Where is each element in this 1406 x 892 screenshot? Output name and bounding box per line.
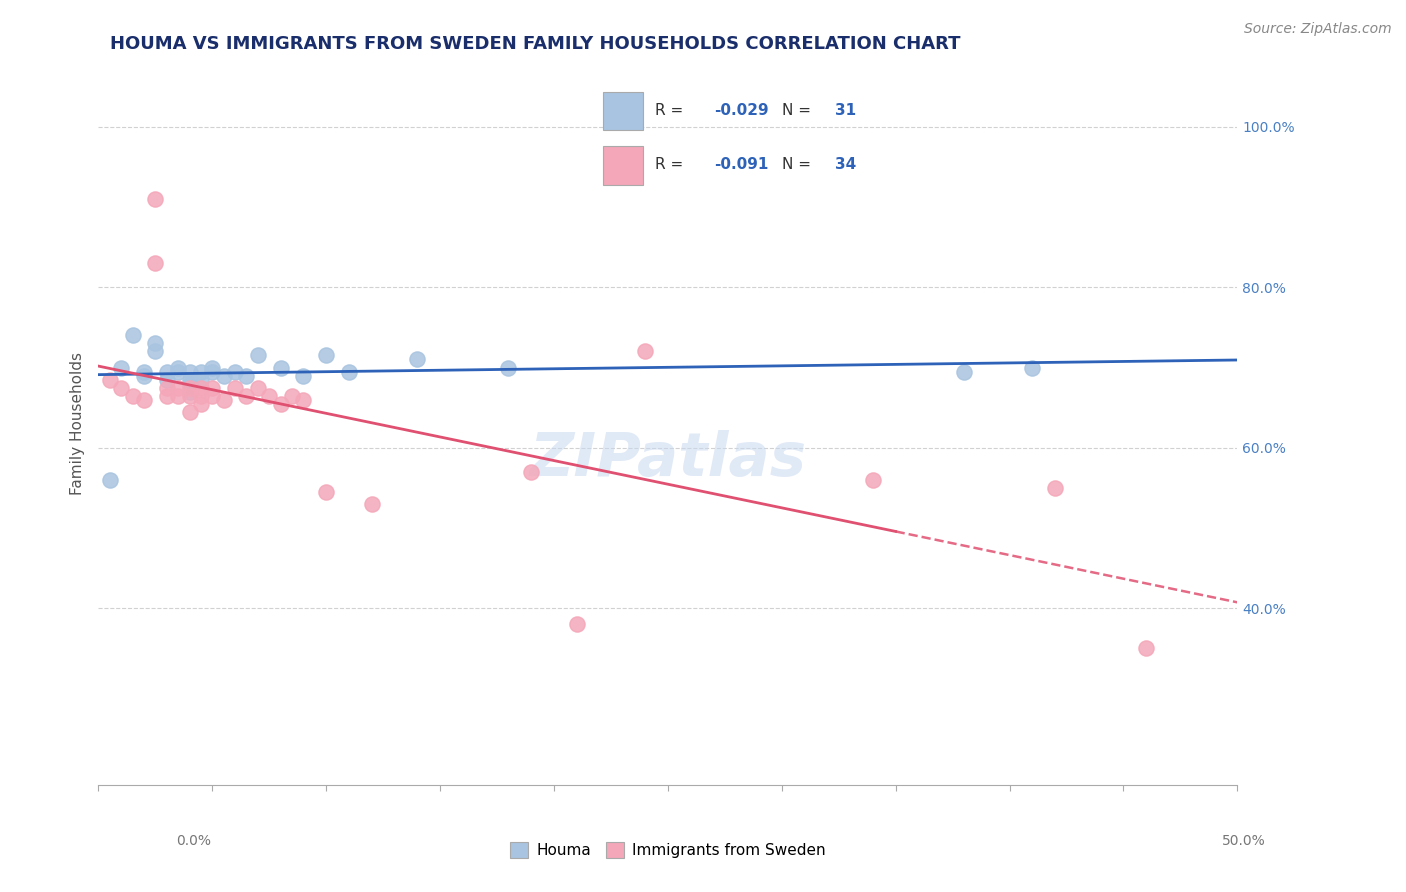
Text: -0.091: -0.091 [714, 157, 769, 172]
Text: N =: N = [782, 157, 811, 172]
Point [167, 380, 190, 394]
Point [190, 380, 212, 394]
Point [121, 389, 143, 403]
Point [132, 368, 155, 383]
Text: 34: 34 [835, 157, 856, 172]
Point [315, 348, 337, 362]
Text: 0.0%: 0.0% [176, 834, 211, 848]
Point [110, 380, 132, 394]
Text: HOUMA VS IMMIGRANTS FROM SWEDEN FAMILY HOUSEHOLDS CORRELATION CHART: HOUMA VS IMMIGRANTS FROM SWEDEN FAMILY H… [110, 35, 960, 53]
Point [179, 365, 201, 379]
Point [179, 376, 201, 391]
Point [190, 396, 212, 410]
Point [224, 365, 246, 379]
Text: ZIPatlas: ZIPatlas [529, 430, 807, 490]
Point [179, 380, 201, 394]
FancyBboxPatch shape [603, 92, 643, 130]
Point [212, 392, 235, 407]
Point [1043, 481, 1066, 495]
Point [190, 389, 212, 403]
Point [190, 365, 212, 379]
Point [953, 365, 976, 379]
Point [201, 380, 224, 394]
Point [98, 473, 121, 487]
Text: Source: ZipAtlas.com: Source: ZipAtlas.com [1244, 22, 1392, 37]
Point [292, 368, 315, 383]
Point [145, 256, 167, 270]
Point [98, 373, 121, 387]
Text: -0.029: -0.029 [714, 103, 769, 118]
Point [1135, 641, 1157, 656]
Point [281, 389, 304, 403]
Point [121, 328, 143, 343]
Point [270, 396, 292, 410]
Point [224, 380, 246, 394]
Point [1021, 360, 1043, 375]
Point [862, 473, 884, 487]
Point [145, 192, 167, 206]
Point [179, 389, 201, 403]
Text: 31: 31 [835, 103, 856, 118]
Point [145, 344, 167, 359]
Point [315, 485, 337, 500]
Point [270, 360, 292, 375]
Point [156, 373, 179, 387]
Text: R =: R = [655, 103, 683, 118]
Point [132, 365, 155, 379]
Point [201, 389, 224, 403]
Point [190, 373, 212, 387]
Point [360, 497, 382, 511]
Point [212, 368, 235, 383]
Point [156, 365, 179, 379]
Point [201, 365, 224, 379]
Text: R =: R = [655, 157, 683, 172]
Point [156, 380, 179, 394]
Point [201, 360, 224, 375]
Text: N =: N = [782, 103, 811, 118]
Point [156, 389, 179, 403]
Point [292, 392, 315, 407]
Point [110, 360, 132, 375]
Point [337, 365, 360, 379]
Point [179, 373, 201, 387]
FancyBboxPatch shape [603, 146, 643, 185]
Legend: Houma, Immigrants from Sweden: Houma, Immigrants from Sweden [503, 836, 832, 864]
Point [167, 365, 190, 379]
Point [259, 389, 281, 403]
Point [565, 617, 588, 632]
Point [246, 348, 269, 362]
Point [167, 389, 190, 403]
Point [179, 384, 201, 399]
Point [235, 368, 257, 383]
Point [406, 352, 429, 367]
Point [132, 392, 155, 407]
Point [520, 465, 543, 479]
Point [246, 380, 269, 394]
Point [145, 336, 167, 351]
Point [167, 360, 190, 375]
Y-axis label: Family Households: Family Households [69, 352, 84, 495]
Point [634, 344, 657, 359]
Point [235, 389, 257, 403]
Text: 50.0%: 50.0% [1222, 834, 1265, 848]
Point [498, 360, 520, 375]
Point [179, 404, 201, 418]
